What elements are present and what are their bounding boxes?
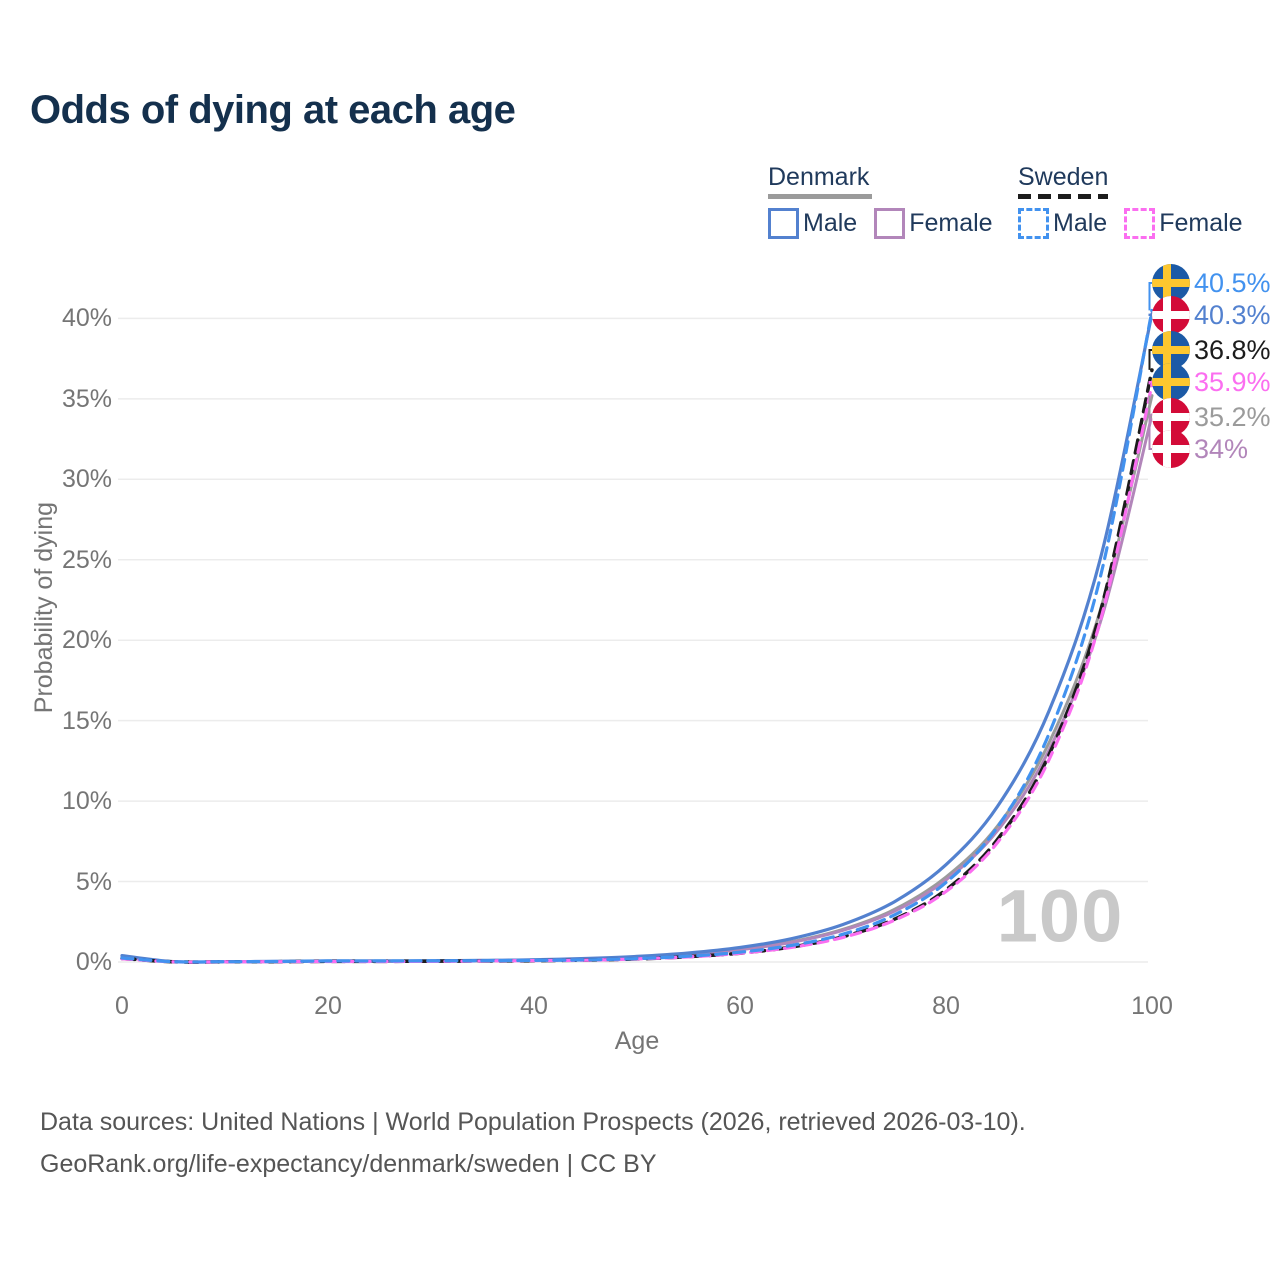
y-axis-title: Probability of dying	[30, 502, 58, 714]
end-label-value: 40.3%	[1194, 299, 1271, 330]
x-tick-label: 20	[314, 992, 342, 1020]
end-label-dk_female[interactable]: 34%	[1152, 430, 1248, 468]
y-tick-label: 20%	[61, 626, 112, 655]
legend-country-sweden[interactable]: Sweden	[1018, 163, 1109, 191]
legend-item-denmark-female[interactable]: Female	[874, 208, 993, 239]
y-tick-label: 40%	[61, 304, 112, 333]
legend-item-sweden-male[interactable]: Male	[1018, 208, 1107, 239]
y-tick-label: 10%	[61, 787, 112, 816]
end-label-value: 35.2%	[1194, 401, 1271, 432]
y-tick-label: 35%	[61, 384, 112, 413]
denmark-male-swatch-icon	[768, 208, 799, 239]
page-title: Odds of dying at each age	[30, 88, 516, 132]
end-label-value: 36.8%	[1194, 334, 1271, 365]
end-label-value: 35.9%	[1194, 366, 1271, 397]
y-tick-label: 15%	[61, 706, 112, 735]
age-watermark: 100	[996, 874, 1124, 958]
x-tick-label: 100	[1131, 992, 1173, 1020]
y-tick-label: 25%	[61, 545, 112, 574]
end-label-value: 34%	[1194, 433, 1249, 464]
x-tick-label: 40	[520, 992, 548, 1020]
x-tick-label: 60	[726, 992, 754, 1020]
attribution-link[interactable]: GeoRank.org/life-expectancy/denmark/swed…	[40, 1150, 657, 1178]
y-tick-label: 5%	[75, 867, 112, 896]
sweden-flag-icon	[1152, 264, 1190, 302]
sweden-male-swatch-icon	[1018, 208, 1049, 239]
denmark-flag-icon	[1152, 296, 1190, 334]
end-label-dk_male[interactable]: 40.3%	[1152, 296, 1271, 334]
end-label-dk_all[interactable]: 35.2%	[1152, 398, 1271, 436]
end-label-se_female[interactable]: 35.9%	[1152, 363, 1271, 401]
legend-item-sweden-female[interactable]: Female	[1124, 208, 1243, 239]
sweden-female-swatch-icon	[1124, 208, 1156, 239]
legend-group-denmark: Denmark Male Female	[768, 163, 1010, 239]
legend-item-denmark-male[interactable]: Male	[768, 208, 857, 239]
denmark-flag-icon	[1152, 398, 1190, 436]
legend-item-label: Female	[1159, 209, 1243, 237]
legend-country-denmark[interactable]: Denmark	[768, 163, 870, 191]
denmark-female-swatch-icon	[874, 208, 906, 239]
data-sources-note: Data sources: United Nations | World Pop…	[40, 1108, 1026, 1136]
series-line-se_male[interactable]	[120, 308, 1154, 964]
y-tick-label: 30%	[61, 465, 112, 494]
sweden-flag-icon	[1152, 331, 1190, 369]
legend-item-label: Male	[1053, 209, 1108, 237]
sweden-dashed-line-sample	[1018, 194, 1108, 199]
y-tick-label: 0%	[75, 948, 112, 976]
x-tick-label: 0	[115, 992, 129, 1020]
denmark-flag-icon	[1152, 430, 1190, 468]
end-label-se_male[interactable]: 40.5%	[1152, 264, 1271, 302]
x-axis-title: Age	[614, 1027, 660, 1055]
legend-item-label: Male	[803, 209, 858, 237]
end-label-value: 40.5%	[1194, 267, 1271, 298]
x-tick-label: 80	[932, 992, 960, 1020]
end-label-se_all[interactable]: 36.8%	[1152, 331, 1271, 369]
sweden-flag-icon	[1152, 363, 1190, 401]
legend-item-label: Female	[909, 209, 993, 237]
denmark-solid-line-sample	[768, 194, 872, 199]
series-line-dk_male[interactable]	[120, 312, 1154, 964]
legend-group-sweden: Sweden Male Female	[1018, 163, 1260, 239]
